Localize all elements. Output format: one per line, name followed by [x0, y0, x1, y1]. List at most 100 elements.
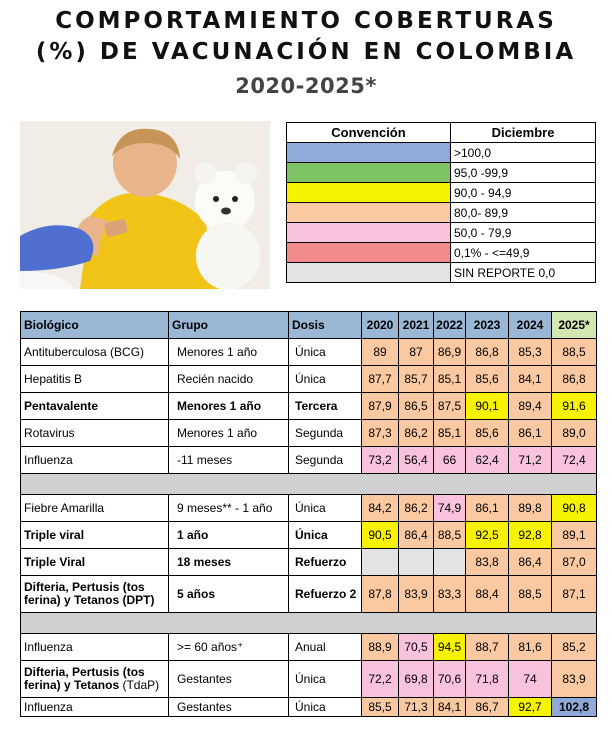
- cell-dosis: Refuerzo: [288, 548, 362, 576]
- legend-swatch: [286, 262, 451, 283]
- cell-biologico: Hepatitis B: [20, 365, 169, 393]
- cell-value-2024: 92,7: [508, 697, 552, 717]
- section-separator-row: [20, 612, 597, 634]
- cell-value-2023: 71,8: [465, 660, 509, 698]
- cell-value-2022: 94,5: [433, 633, 466, 661]
- legend-swatch: [286, 202, 451, 223]
- cell-value-2021: 86,2: [398, 494, 434, 522]
- cell-grupo: Menores 1 año: [168, 419, 289, 447]
- header-dosis: Dosis: [288, 311, 362, 339]
- table-row: Influenza Gestantes Única 85,5 71,3 84,1 86,7 9…: [20, 697, 597, 717]
- cell-value-2024: 88,5: [508, 575, 552, 613]
- cell-value-2022: 85,1: [433, 419, 466, 447]
- cell-value-2025: 88,5: [551, 338, 597, 366]
- separator-cell: [20, 612, 597, 634]
- cell-biologico: Pentavalente: [20, 392, 169, 420]
- cell-value-2023: 83,8: [465, 548, 509, 576]
- legend-row: 0,1% - <=49,9: [286, 242, 596, 263]
- table-row: Antituberculosa (BCG) Menores 1 año Única 8…: [20, 338, 597, 366]
- header-year-2024: 2024: [508, 311, 552, 339]
- cell-grupo: Menores 1 año: [168, 392, 289, 420]
- table-row: Triple viral 1 año Única 90,5 86,4 88,5 92,5 92…: [20, 521, 597, 549]
- cell-value-2023: 88,7: [465, 633, 509, 661]
- cell-value-2024: 86,1: [508, 419, 552, 447]
- cell-value-2024: 81,6: [508, 633, 552, 661]
- header-year-2021: 2021: [398, 311, 434, 339]
- cell-grupo: 1 año: [168, 521, 289, 549]
- legend-row: 95,0 -99,9: [286, 162, 596, 183]
- cell-value-2023: 86,1: [465, 494, 509, 522]
- cell-biologico: Influenza: [20, 697, 169, 717]
- header-year-2020: 2020: [361, 311, 399, 339]
- header-year-2022: 2022: [433, 311, 466, 339]
- cell-value-2023: 62,4: [465, 446, 509, 474]
- cell-value-2021: 71,3: [398, 697, 434, 717]
- cell-value-2021: 83,9: [398, 575, 434, 613]
- cell-value-2025: 89,0: [551, 419, 597, 447]
- legend-label: 80,0- 89,9: [450, 202, 596, 223]
- legend-header-convencion: Convención: [286, 122, 451, 143]
- table-row: Hepatitis B Recién nacido Única 87,7 85,7 85,…: [20, 365, 597, 393]
- vaccination-photo: [20, 121, 270, 289]
- table-row: Rotavirus Menores 1 año Segunda 87,3 86,2 85,…: [20, 419, 597, 447]
- legend-row: >100,0: [286, 142, 596, 163]
- cell-value-2020: 87,9: [361, 392, 399, 420]
- legend-label: >100,0: [450, 142, 596, 163]
- table-row: Fiebre Amarilla 9 meses** - 1 año Única 84,…: [20, 494, 597, 522]
- cell-value-2024: 89,4: [508, 392, 552, 420]
- cell-value-2024: 86,4: [508, 548, 552, 576]
- cell-dosis: Refuerzo 2: [288, 575, 362, 613]
- cell-value-2022: 83,3: [433, 575, 466, 613]
- cell-value-2020: 84,2: [361, 494, 399, 522]
- cell-value-2025: 89,1: [551, 521, 597, 549]
- legend-table: Convención Diciembre >100,0 95,0 -99,9 90,…: [286, 122, 596, 283]
- cell-grupo: 18 meses: [168, 548, 289, 576]
- cell-value-2023: 85,6: [465, 419, 509, 447]
- page-title-line-2: (%) DE VACUNACIÓN EN COLOMBIA: [35, 39, 577, 65]
- cell-value-2022: 70,6: [433, 660, 466, 698]
- cell-value-2021: 87: [398, 338, 434, 366]
- cell-biologico: Triple Viral: [20, 548, 169, 576]
- cell-biologico-suffix: (TdaP): [122, 678, 160, 692]
- legend-row: 80,0- 89,9: [286, 202, 596, 223]
- cell-biologico-text: Difteria, Pertusis (tos ferina) y Tetano…: [24, 665, 145, 692]
- cell-value-2024: 85,3: [508, 338, 552, 366]
- cell-biologico: Triple viral: [20, 521, 169, 549]
- cell-value-2025: 87,1: [551, 575, 597, 613]
- cell-value-2022: 86,9: [433, 338, 466, 366]
- cell-value-2021: 86,2: [398, 419, 434, 447]
- legend-row: SIN REPORTE 0,0: [286, 262, 596, 283]
- cell-value-2023: 86,8: [465, 338, 509, 366]
- cell-dosis: Única: [288, 521, 362, 549]
- legend-swatch: [286, 222, 451, 243]
- legend-label: SIN REPORTE 0,0: [450, 262, 596, 283]
- cell-value-2024: 71,2: [508, 446, 552, 474]
- cell-value-2022: 66: [433, 446, 466, 474]
- legend-label: 90,0 - 94,9: [450, 182, 596, 203]
- legend-header-diciembre: Diciembre: [450, 122, 596, 143]
- separator-cell: [20, 473, 597, 495]
- cell-value-2020: 87,8: [361, 575, 399, 613]
- coverage-table: Biológico Grupo Dosis 2020 2021 2022 202…: [20, 311, 597, 717]
- cell-value-2023: 90,1: [465, 392, 509, 420]
- legend-swatch: [286, 182, 451, 203]
- cell-value-2023: 86,7: [465, 697, 509, 717]
- header-year-2023: 2023: [465, 311, 509, 339]
- cell-dosis: Única: [288, 697, 362, 717]
- cell-biologico: Fiebre Amarilla: [20, 494, 169, 522]
- cell-dosis: Anual: [288, 633, 362, 661]
- section-separator-row: [20, 473, 597, 495]
- header-grupo: Grupo: [168, 311, 289, 339]
- table-row: Difteria, Pertusis (tos ferina) y Tetano…: [20, 660, 597, 698]
- cell-value-2023: 85,6: [465, 365, 509, 393]
- cell-value-2022: 84,1: [433, 697, 466, 717]
- cell-grupo: -11 meses: [168, 446, 289, 474]
- cell-value-2022: 74,9: [433, 494, 466, 522]
- cell-dosis: Segunda: [288, 419, 362, 447]
- cell-value-2020: 90,5: [361, 521, 399, 549]
- cell-value-2025: 90,8: [551, 494, 597, 522]
- cell-biologico: Difteria, Pertusis (tos ferina) y Tetano…: [20, 575, 169, 613]
- cell-dosis: Tercera: [288, 392, 362, 420]
- header-year-2025: 2025*: [551, 311, 597, 339]
- table-header-row: Biológico Grupo Dosis 2020 2021 2022 202…: [20, 311, 597, 339]
